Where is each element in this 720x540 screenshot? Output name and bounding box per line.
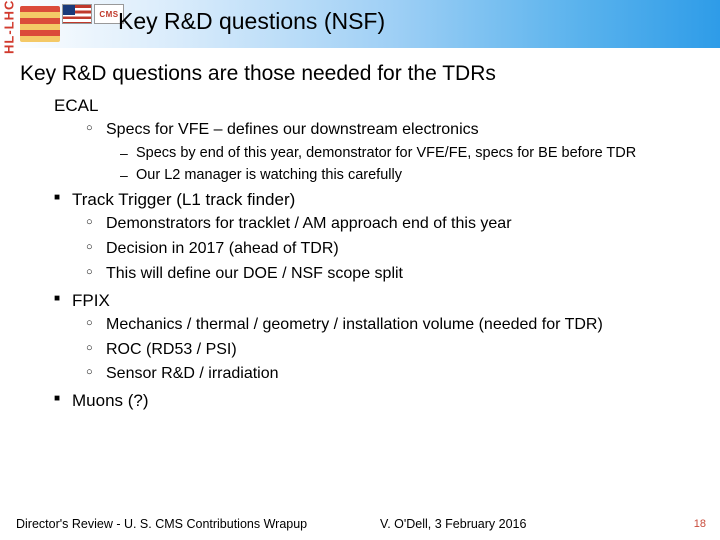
slide: { "colors": { "header_gradient_from": "#… <box>0 0 720 540</box>
footer-center: V. O'Dell, 3 February 2016 <box>380 517 526 531</box>
us-flag-icon <box>62 4 92 24</box>
stripes-icon <box>20 6 60 42</box>
bullet-ecal-0: Specs for VFE – defines our downstream e… <box>86 120 700 141</box>
bullet-fpix-0: Mechanics / thermal / geometry / install… <box>86 315 700 336</box>
slide-title: Key R&D questions (NSF) <box>118 8 385 35</box>
logo-stack: CMS <box>62 4 124 24</box>
header-logos: HL-LHC CMS <box>0 0 124 48</box>
section-ecal: ECAL <box>54 96 700 116</box>
footer: Director's Review - U. S. CMS Contributi… <box>0 514 720 534</box>
bullet-tt-1: Decision in 2017 (ahead of TDR) <box>86 239 700 260</box>
bullet-ecal-0-sub-1: Our L2 manager is watching this carefull… <box>120 166 700 185</box>
hl-lhc-logo: HL-LHC <box>0 0 18 57</box>
bullet-fpix-2: Sensor R&D / irradiation <box>86 364 700 385</box>
section-fpix: FPIX <box>54 291 700 311</box>
section-track-trigger: Track Trigger (L1 track finder) <box>54 190 700 210</box>
section-muons: Muons (?) <box>54 391 700 411</box>
slide-content: Key R&D questions are those needed for t… <box>20 62 700 415</box>
footer-left: Director's Review - U. S. CMS Contributi… <box>16 517 307 531</box>
intro-text: Key R&D questions are those needed for t… <box>20 62 700 86</box>
bullet-tt-2: This will define our DOE / NSF scope spl… <box>86 264 700 285</box>
page-number: 18 <box>694 518 706 530</box>
bullet-fpix-1: ROC (RD53 / PSI) <box>86 340 700 361</box>
bullet-tt-0: Demonstrators for tracklet / AM approach… <box>86 214 700 235</box>
header-bar: HL-LHC CMS Key R&D questions (NSF) <box>0 0 720 48</box>
bullet-ecal-0-sub-0: Specs by end of this year, demonstrator … <box>120 144 700 163</box>
